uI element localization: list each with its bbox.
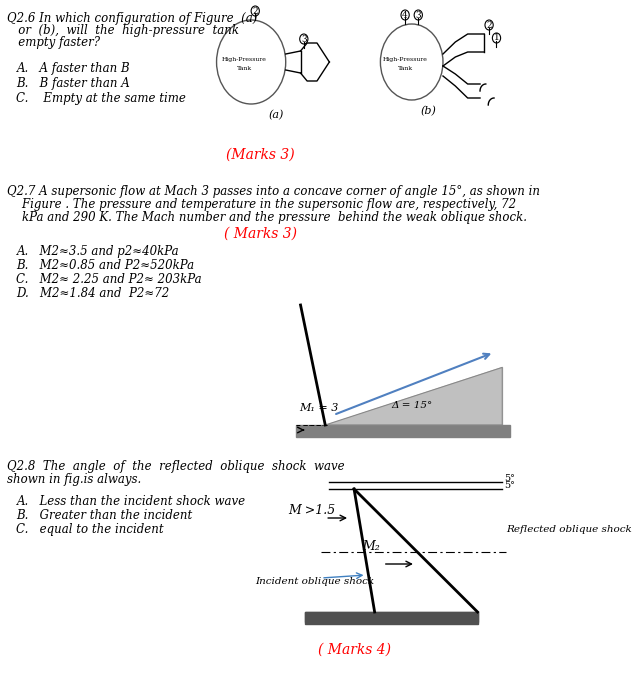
Text: High-Pressure: High-Pressure bbox=[222, 57, 267, 62]
Text: or  (b),  will  the  high-pressure  tank: or (b), will the high-pressure tank bbox=[6, 24, 239, 37]
Text: Q2.8  The  angle  of  the  reflected  oblique  shock  wave: Q2.8 The angle of the reflected oblique … bbox=[6, 460, 344, 473]
Text: kPa and 290 K. The Mach number and the pressure  behind the weak oblique shock.: kPa and 290 K. The Mach number and the p… bbox=[6, 211, 527, 224]
Text: 3: 3 bbox=[301, 34, 306, 43]
Text: Q2.6 In which configuration of Figure  (a): Q2.6 In which configuration of Figure (a… bbox=[6, 12, 257, 25]
Text: empty faster?: empty faster? bbox=[6, 36, 99, 49]
Text: B.   M2≈0.85 and P2≈520kPa: B. M2≈0.85 and P2≈520kPa bbox=[16, 259, 194, 272]
Text: (Marks 3): (Marks 3) bbox=[226, 148, 294, 162]
Text: Δ = 15°: Δ = 15° bbox=[391, 400, 432, 410]
Text: A.   Less than the incident shock wave: A. Less than the incident shock wave bbox=[16, 495, 246, 508]
Text: ( Marks 3): ( Marks 3) bbox=[223, 227, 297, 241]
Text: M₁ = 3: M₁ = 3 bbox=[299, 403, 338, 413]
Text: Figure . The pressure and temperature in the supersonic flow are, respectively, : Figure . The pressure and temperature in… bbox=[6, 198, 516, 211]
Text: 2: 2 bbox=[253, 6, 258, 15]
Text: Reflected oblique shock: Reflected oblique shock bbox=[506, 526, 632, 535]
Text: C.   equal to the incident: C. equal to the incident bbox=[16, 523, 164, 536]
Text: A.   M2≈3.5 and p2≈40kPa: A. M2≈3.5 and p2≈40kPa bbox=[16, 245, 179, 258]
Text: 4: 4 bbox=[402, 10, 408, 20]
Polygon shape bbox=[296, 425, 510, 437]
Text: High-Pressure: High-Pressure bbox=[383, 57, 427, 62]
Text: shown in fig.is always.: shown in fig.is always. bbox=[6, 473, 141, 486]
Text: D.   M2≈1.84 and  P2≈72: D. M2≈1.84 and P2≈72 bbox=[16, 287, 170, 300]
Text: C.    Empty at the same time: C. Empty at the same time bbox=[16, 92, 186, 105]
Text: M₂: M₂ bbox=[362, 540, 380, 554]
Polygon shape bbox=[325, 368, 502, 425]
Text: Incident oblique shock: Incident oblique shock bbox=[255, 578, 374, 587]
Text: 3: 3 bbox=[415, 10, 421, 20]
Text: Tank: Tank bbox=[237, 66, 252, 71]
Text: C.   M2≈ 2.25 and P2≈ 203kPa: C. M2≈ 2.25 and P2≈ 203kPa bbox=[16, 273, 202, 286]
Text: 1: 1 bbox=[494, 34, 499, 43]
Text: B.   Greater than the incident: B. Greater than the incident bbox=[16, 509, 192, 522]
Text: 5°: 5° bbox=[504, 474, 515, 483]
Text: ( Marks 4): ( Marks 4) bbox=[318, 643, 391, 657]
Text: 5°: 5° bbox=[504, 481, 515, 490]
Text: 2: 2 bbox=[486, 20, 492, 29]
Polygon shape bbox=[304, 612, 477, 622]
Text: (a): (a) bbox=[268, 110, 284, 120]
Text: A.   A faster than B: A. A faster than B bbox=[16, 62, 130, 75]
Text: Tank: Tank bbox=[398, 66, 413, 71]
Polygon shape bbox=[304, 612, 477, 624]
Text: B.   B faster than A: B. B faster than A bbox=[16, 77, 130, 90]
Text: M >1.5: M >1.5 bbox=[288, 503, 335, 517]
Text: Q2.7 A supersonic flow at Mach 3 passes into a concave corner of angle 15°, as s: Q2.7 A supersonic flow at Mach 3 passes … bbox=[6, 185, 539, 198]
Text: (b): (b) bbox=[420, 106, 436, 116]
